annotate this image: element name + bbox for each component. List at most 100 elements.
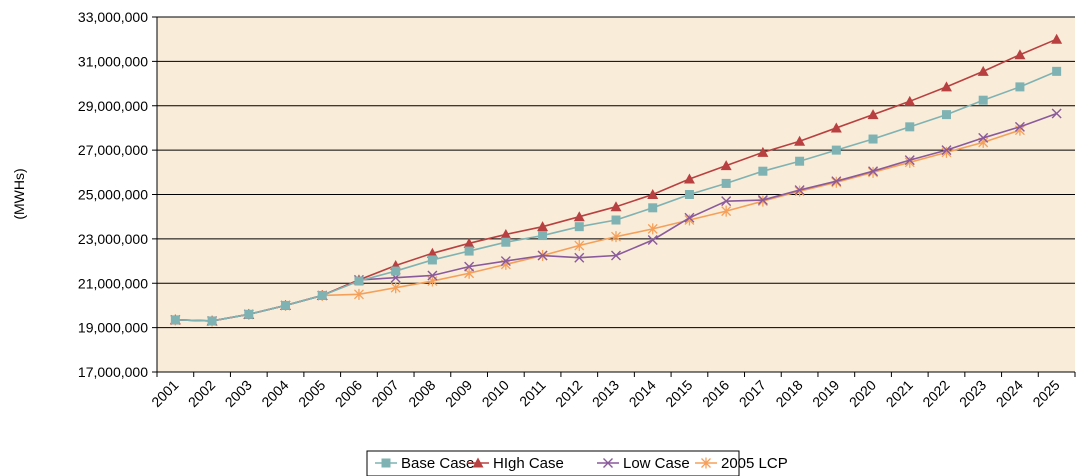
data-point bbox=[574, 222, 584, 232]
data-point bbox=[868, 134, 878, 144]
data-point bbox=[611, 231, 621, 243]
x-tick-label: 2006 bbox=[332, 377, 365, 410]
data-point bbox=[1052, 66, 1062, 76]
data-point bbox=[794, 185, 805, 197]
data-point bbox=[701, 457, 711, 469]
data-point bbox=[207, 316, 217, 326]
x-tick-label: 2012 bbox=[552, 377, 585, 410]
y-tick-label: 29,000,000 bbox=[78, 98, 148, 114]
data-point bbox=[757, 195, 768, 206]
data-point bbox=[500, 256, 511, 267]
x-tick-label: 2010 bbox=[479, 377, 512, 410]
x-tick-label: 2021 bbox=[883, 377, 916, 410]
data-point bbox=[684, 190, 694, 199]
y-axis-tick-labels: 17,000,000 19,000,000 21,000,000 23,000,000… bbox=[78, 9, 157, 380]
x-tick-label: 2009 bbox=[442, 377, 475, 410]
data-point bbox=[463, 237, 475, 248]
data-point bbox=[603, 458, 613, 468]
data-point bbox=[391, 266, 401, 276]
data-point bbox=[978, 132, 989, 143]
data-point bbox=[831, 145, 841, 155]
data-point bbox=[427, 255, 437, 265]
data-point bbox=[390, 282, 401, 294]
data-point bbox=[940, 81, 952, 92]
data-point bbox=[464, 261, 475, 272]
x-tick-label: 2014 bbox=[625, 377, 658, 410]
data-point bbox=[1015, 82, 1025, 92]
data-point bbox=[830, 122, 842, 133]
data-point bbox=[574, 240, 585, 252]
data-point bbox=[1051, 33, 1063, 44]
data-point bbox=[978, 95, 988, 105]
x-tick-label: 2018 bbox=[772, 377, 805, 410]
data-point bbox=[426, 247, 438, 258]
data-point bbox=[868, 166, 879, 177]
data-point bbox=[170, 315, 180, 325]
data-point bbox=[684, 212, 695, 223]
data-point bbox=[281, 300, 291, 310]
x-tick-label: 2008 bbox=[405, 377, 438, 410]
series-base-case bbox=[170, 66, 1062, 326]
data-point bbox=[647, 223, 658, 235]
x-tick-label: 2023 bbox=[956, 377, 989, 410]
data-point bbox=[611, 215, 621, 225]
data-point bbox=[831, 176, 842, 187]
data-point bbox=[1051, 108, 1062, 119]
data-point bbox=[537, 221, 549, 232]
data-point bbox=[941, 145, 952, 156]
data-point bbox=[683, 173, 695, 184]
x-tick-label: 2007 bbox=[368, 377, 401, 410]
legend-box bbox=[366, 450, 740, 476]
legend-label: HIgh Case bbox=[493, 455, 564, 472]
data-point bbox=[758, 166, 768, 176]
data-point bbox=[720, 160, 732, 171]
y-tick-label: 21,000,000 bbox=[78, 275, 148, 291]
data-point bbox=[721, 196, 732, 207]
legend-item: Low Case bbox=[597, 455, 690, 472]
data-point bbox=[794, 185, 805, 196]
x-tick-label: 2019 bbox=[809, 377, 842, 410]
y-tick-label: 23,000,000 bbox=[78, 231, 148, 247]
x-axis-tick-labels: 2001 2002 2003 2004 2005 2006 2007 2008 2009 2010… bbox=[148, 372, 1076, 410]
series-layer bbox=[169, 33, 1063, 327]
legend-label: Base Case bbox=[401, 455, 474, 472]
data-point bbox=[831, 176, 842, 188]
y-tick-label: 25,000,000 bbox=[78, 187, 148, 203]
x-tick-label: 2022 bbox=[919, 377, 952, 410]
x-tick-label: 2001 bbox=[148, 377, 181, 410]
y-tick-label: 33,000,000 bbox=[78, 9, 148, 25]
x-tick-label: 2020 bbox=[846, 377, 879, 410]
data-point bbox=[1014, 49, 1026, 60]
data-point bbox=[868, 166, 878, 178]
data-point bbox=[941, 110, 951, 120]
data-point bbox=[867, 109, 879, 120]
data-point bbox=[977, 65, 989, 76]
data-point bbox=[464, 246, 474, 256]
data-point bbox=[905, 122, 915, 132]
x-tick-label: 2005 bbox=[295, 377, 328, 410]
x-tick-label: 2015 bbox=[662, 377, 695, 410]
data-point bbox=[904, 95, 916, 106]
data-point bbox=[757, 195, 768, 207]
data-point bbox=[610, 201, 622, 212]
data-point bbox=[721, 178, 731, 188]
data-point bbox=[794, 135, 806, 146]
legend-label: 2005 LCP bbox=[721, 455, 788, 472]
x-tick-label: 2013 bbox=[589, 377, 622, 410]
legend: Base Case HIgh Case Low Case 2005 LCP bbox=[366, 450, 788, 476]
data-point bbox=[501, 237, 511, 247]
data-point bbox=[574, 252, 585, 263]
x-tick-label: 2024 bbox=[993, 377, 1026, 410]
data-point bbox=[647, 234, 658, 245]
data-point bbox=[354, 288, 364, 300]
data-point bbox=[538, 231, 548, 241]
y-axis-title: (MWHs) bbox=[11, 168, 27, 219]
x-tick-label: 2025 bbox=[1029, 377, 1062, 410]
data-point bbox=[1014, 121, 1025, 132]
data-point bbox=[472, 457, 484, 468]
legend-item: HIgh Case bbox=[467, 455, 564, 472]
y-tick-label: 27,000,000 bbox=[78, 142, 148, 158]
legend-item: Base Case bbox=[375, 455, 474, 472]
data-point bbox=[648, 203, 658, 213]
